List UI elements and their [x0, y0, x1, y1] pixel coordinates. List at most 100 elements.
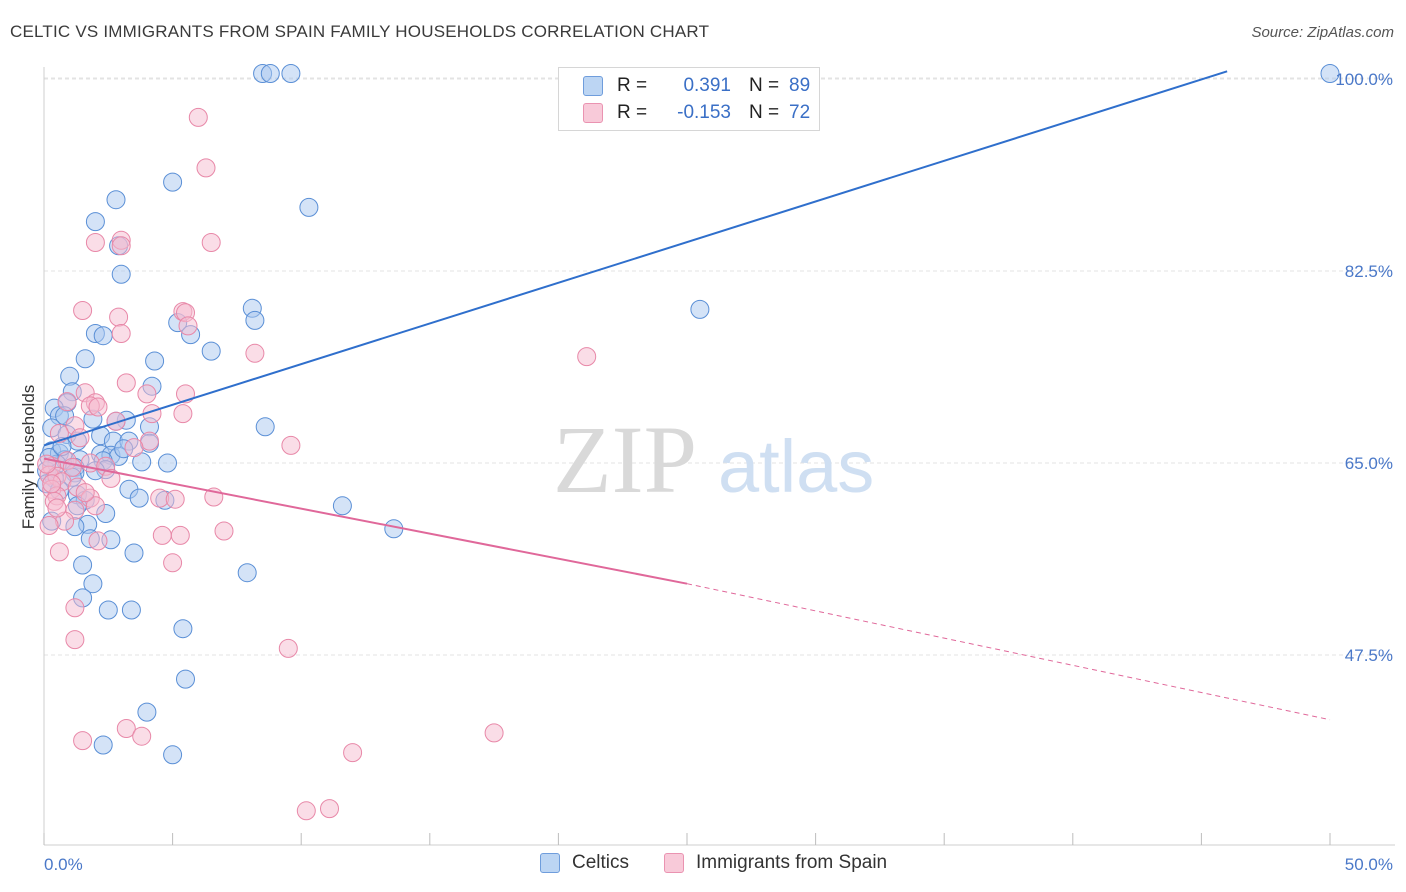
watermark: ZIP atlas [553, 406, 874, 513]
spain-point [178, 316, 198, 336]
y-axis-title: Family Households [19, 385, 38, 530]
spain-point [47, 498, 67, 518]
celtics-point [260, 64, 280, 83]
spain-point [577, 347, 597, 367]
spain-point [173, 404, 193, 424]
celtics-point [255, 417, 275, 437]
spain-point [484, 723, 504, 743]
spain-point [73, 301, 93, 320]
spain-point [116, 373, 136, 393]
spain-point [37, 454, 57, 474]
x-tick-label-start: 0.0% [44, 855, 83, 874]
celtics-point [145, 351, 165, 371]
spain-point [343, 743, 363, 763]
celtics-point [332, 496, 352, 516]
celtics-point [93, 735, 113, 755]
chart-title: CELTIC VS IMMIGRANTS FROM SPAIN FAMILY H… [10, 22, 710, 41]
spain-point [152, 525, 172, 545]
spain-point [116, 719, 136, 738]
source-attribution: Source: ZipAtlas.com [1251, 24, 1394, 41]
spain-point [124, 438, 144, 458]
legend-n-label: N = [749, 75, 780, 96]
spain-point [85, 233, 105, 252]
celtics-point [83, 574, 103, 594]
y-tick-label: 82.5% [1345, 262, 1393, 281]
watermark-zip: ZIP [553, 406, 697, 513]
spain-point [214, 521, 234, 541]
spain-point [42, 474, 62, 494]
celtics-point [281, 64, 301, 83]
spain-point [85, 496, 105, 516]
celtics-point [173, 619, 193, 639]
spain-point [296, 801, 316, 821]
legend-n-label: N = [749, 102, 780, 123]
celtics-point [1320, 64, 1340, 83]
spain-point [65, 630, 85, 650]
celtics-point [201, 341, 221, 361]
watermark-atlas: atlas [718, 425, 874, 508]
bottom-legend-label-celtics: Celtics [572, 852, 630, 873]
celtics-point [121, 600, 141, 620]
spain-point [111, 236, 131, 256]
legend-r-label: R = [617, 75, 648, 96]
celtics-point [158, 453, 177, 473]
spain-point [65, 598, 85, 618]
spain-point [57, 392, 77, 412]
celtics-trend-line [43, 70, 1228, 447]
celtics-point [237, 563, 257, 583]
bottom-legend-spain: Immigrants from Spain [664, 852, 887, 874]
spain-point [163, 553, 183, 573]
celtics-point [176, 669, 195, 689]
celtics-point [137, 702, 157, 722]
spain-point [170, 525, 190, 545]
y-tick-label: 65.0% [1345, 454, 1393, 473]
spain-point [132, 726, 152, 746]
spain-trend-extension [686, 583, 1331, 721]
spain-point [88, 397, 108, 417]
celtics-point [73, 555, 93, 575]
legend-n-value-celtics: 89 [789, 75, 811, 96]
celtics-point [163, 745, 183, 765]
spain-point [39, 516, 59, 535]
x-tick-label-end: 50.0% [1345, 855, 1393, 874]
spain-trend-line [43, 457, 688, 585]
celtics-point [85, 212, 105, 232]
celtics-point [111, 264, 131, 284]
spain-point [49, 542, 69, 562]
celtics-point [98, 600, 118, 620]
spain-point [49, 423, 69, 443]
celtics-point [106, 190, 126, 210]
spain-point [111, 324, 131, 343]
spain-point [201, 233, 221, 252]
spain-point [281, 435, 301, 455]
legend-n-value-spain: 72 [789, 102, 811, 123]
celtics-point [299, 197, 319, 217]
celtics-point [129, 488, 149, 508]
celtics-point [124, 543, 144, 563]
celtics-point [690, 299, 710, 319]
bottom-legend-celtics: Celtics [540, 852, 629, 874]
spain-point [73, 731, 93, 751]
tick-labels: 47.5% 65.0% 82.5% 100.0% 0.0% 50.0% Family Hou… [19, 70, 1393, 874]
spain-point [245, 343, 265, 363]
spain-point [106, 411, 126, 431]
legend-row-celtics: R = 0.391 N = 89 [583, 74, 810, 98]
spain-point [75, 483, 95, 503]
legend-swatch-spain [583, 103, 603, 123]
spain-point [320, 799, 339, 819]
spain-point [165, 489, 185, 509]
spain-point [137, 384, 157, 404]
celtics-point [93, 326, 113, 346]
bottom-legend-swatch-spain [664, 853, 684, 873]
spain-point [278, 638, 298, 658]
spain-point [196, 158, 216, 178]
y-tick-label: 47.5% [1345, 646, 1393, 665]
bottom-legend-swatch-celtics [540, 853, 560, 873]
trend-lines [43, 70, 1331, 721]
correlation-legend: R = 0.391 N = 89 R = -0.153 N = 72 [558, 67, 820, 131]
legend-swatch-celtics [583, 76, 603, 96]
legend-r-label: R = [617, 102, 648, 123]
celtics-point [245, 310, 265, 330]
legend-row-spain: R = -0.153 N = 72 [583, 101, 810, 125]
